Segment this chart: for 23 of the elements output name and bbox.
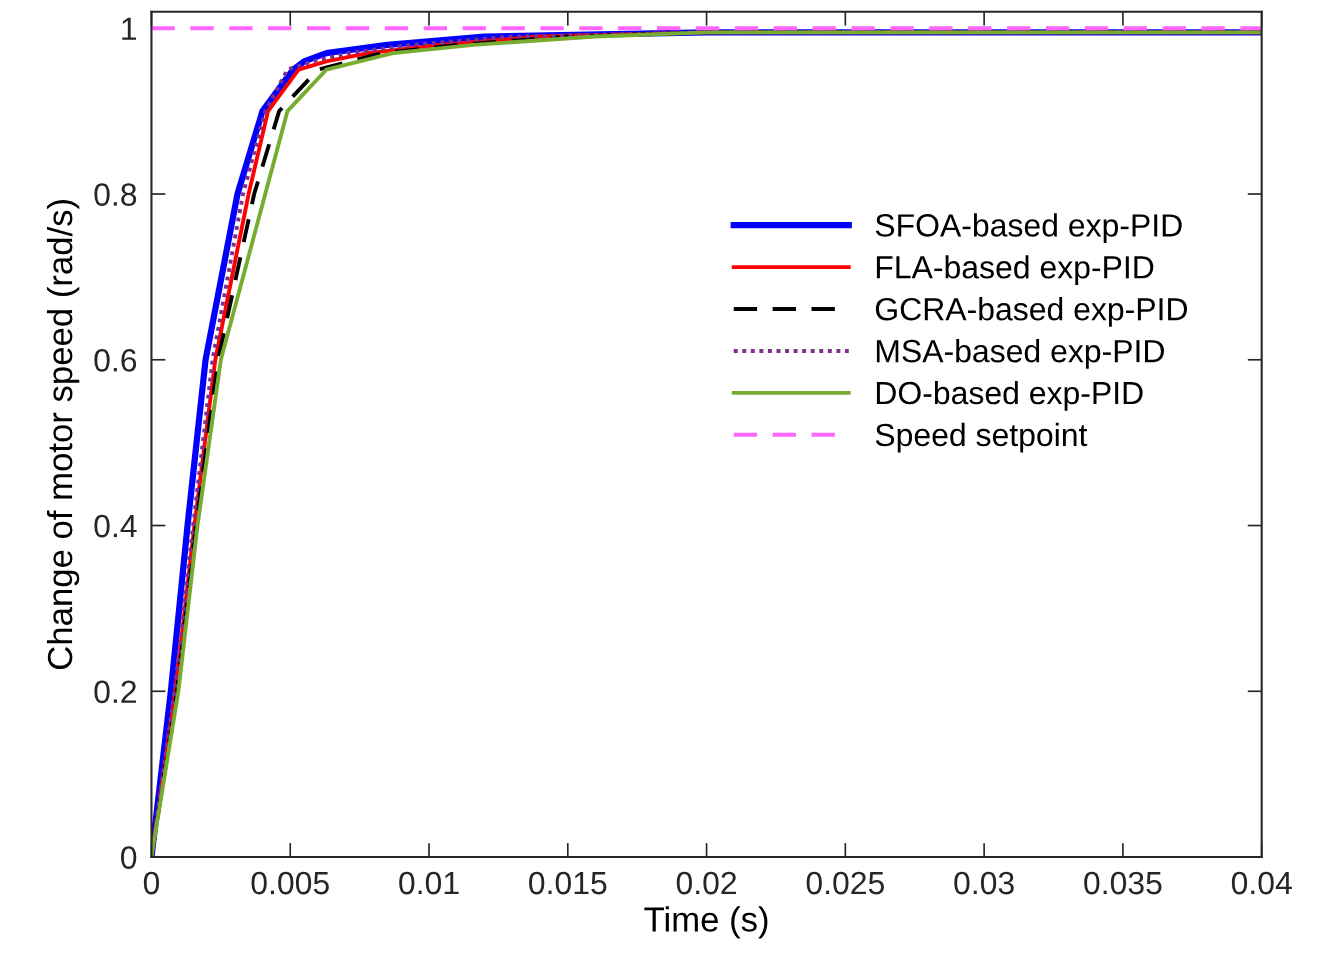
legend-label: FLA-based exp-PID <box>876 255 1154 285</box>
x-tick-label: 0 <box>143 871 160 895</box>
y-tick-label: 0.4 <box>94 514 137 538</box>
y-tick-label: 1 <box>122 17 137 40</box>
legend-label: Speed setpoint <box>875 422 1088 453</box>
x-tick-label: 0.005 <box>251 871 329 895</box>
y-tick-label: 0.8 <box>94 183 137 206</box>
x-tick-label: 0.04 <box>1231 871 1292 895</box>
x-tick-label: 0.02 <box>676 871 737 895</box>
x-tick-label: 0.015 <box>529 871 607 895</box>
x-axis-title: Time (s) <box>644 906 768 939</box>
x-tick-label: 0.025 <box>806 871 884 895</box>
y-tick-label: 0.2 <box>94 680 136 704</box>
x-tick-label: 0.035 <box>1084 871 1162 895</box>
x-tick-label: 0.01 <box>399 871 459 895</box>
x-tick-label: 0.03 <box>954 871 1014 895</box>
legend-label: DO-based exp-PID <box>876 380 1143 411</box>
y-tick-label: 0.6 <box>94 349 137 372</box>
legend-label: SFOA-based exp-PID <box>875 213 1182 244</box>
y-axis-title: Change of motor speed (rad/s) <box>46 200 80 670</box>
legend-label: GCRA-based exp-PID <box>875 297 1188 327</box>
y-tick-label: 0 <box>121 846 137 869</box>
legend-label: MSA-based exp-PID <box>876 338 1164 369</box>
